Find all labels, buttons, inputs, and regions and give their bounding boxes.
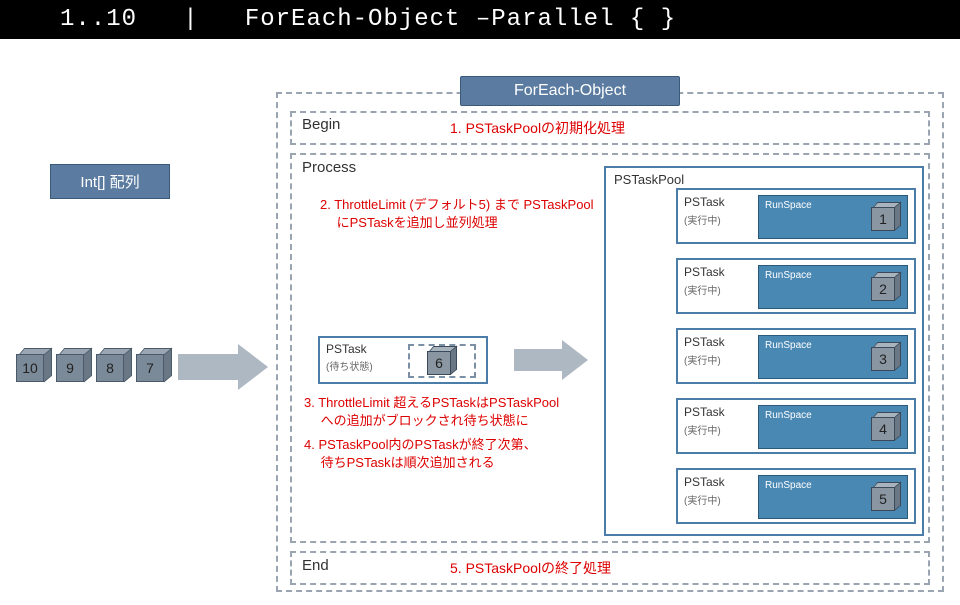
pool-task: PSTask (実行中) RunSpace 4 xyxy=(676,398,916,454)
process-note-3: 3. ThrottleLimit 超えるPSTaskはPSTaskPool への… xyxy=(304,394,559,430)
pool-task: PSTask (実行中) RunSpace 2 xyxy=(676,258,916,314)
begin-label: Begin xyxy=(300,116,342,133)
pool-task-title: PSTask xyxy=(684,335,725,349)
pool-task-status: (実行中) xyxy=(684,422,721,437)
pstask-status: (待ち状態) xyxy=(326,358,373,373)
runspace-label: RunSpace xyxy=(765,270,812,281)
pool-task: PSTask (実行中) RunSpace 5 xyxy=(676,468,916,524)
task-cube: 4 xyxy=(871,412,901,442)
runspace-box: RunSpace 4 xyxy=(758,405,908,449)
array-item: 10 xyxy=(16,348,50,382)
pool-task-title: PSTask xyxy=(684,265,725,279)
pipe-arrow-icon xyxy=(178,344,278,390)
foreach-caption: ForEach-Object xyxy=(460,76,680,106)
runspace-box: RunSpace 3 xyxy=(758,335,908,379)
process-label: Process xyxy=(300,159,358,176)
array-item: 7 xyxy=(136,348,170,382)
runspace-label: RunSpace xyxy=(765,410,812,421)
begin-note: 1. PSTaskPoolの初期化処理 xyxy=(450,118,625,138)
runspace-label: RunSpace xyxy=(765,200,812,211)
runspace-box: RunSpace 2 xyxy=(758,265,908,309)
input-array-badge: Int[] 配列 xyxy=(50,164,170,199)
pool-task-status: (実行中) xyxy=(684,212,721,227)
pool-task-title: PSTask xyxy=(684,475,725,489)
runspace-label: RunSpace xyxy=(765,340,812,351)
runspace-box: RunSpace 1 xyxy=(758,195,908,239)
pool-task-status: (実行中) xyxy=(684,352,721,367)
array-item: 9 xyxy=(56,348,90,382)
task-cube: 6 xyxy=(427,346,457,376)
task-cube: 1 xyxy=(871,202,901,232)
process-note-4: 4. PSTaskPool内のPSTaskが終了次第、 待ちPSTaskは順次追… xyxy=(304,436,537,472)
pool-task: PSTask (実行中) RunSpace 3 xyxy=(676,328,916,384)
task-cube: 5 xyxy=(871,482,901,512)
waiting-task-inner: 6 xyxy=(408,344,476,378)
enqueue-arrow-icon xyxy=(514,340,596,380)
pstaskpool-label: PSTaskPool xyxy=(614,172,684,187)
end-label: End xyxy=(300,557,331,574)
end-note: 5. PSTaskPoolの終了処理 xyxy=(450,558,611,578)
task-cube: 2 xyxy=(871,272,901,302)
waiting-pstask: PSTask (待ち状態) 6 xyxy=(318,336,488,384)
process-note-2: 2. ThrottleLimit (デフォルト5) まで PSTaskPool … xyxy=(320,196,594,232)
pool-task-status: (実行中) xyxy=(684,492,721,507)
runspace-box: RunSpace 5 xyxy=(758,475,908,519)
pool-task-status: (実行中) xyxy=(684,282,721,297)
task-cube: 3 xyxy=(871,342,901,372)
pool-task-title: PSTask xyxy=(684,405,725,419)
code-header: 1..10 | ForEach-Object –Parallel { } xyxy=(0,0,960,39)
runspace-label: RunSpace xyxy=(765,480,812,491)
pstask-label: PSTask xyxy=(326,342,367,356)
array-item: 8 xyxy=(96,348,130,382)
input-array-items: 10 9 8 7 xyxy=(16,348,170,382)
pool-task-title: PSTask xyxy=(684,195,725,209)
pool-task: PSTask (実行中) RunSpace 1 xyxy=(676,188,916,244)
